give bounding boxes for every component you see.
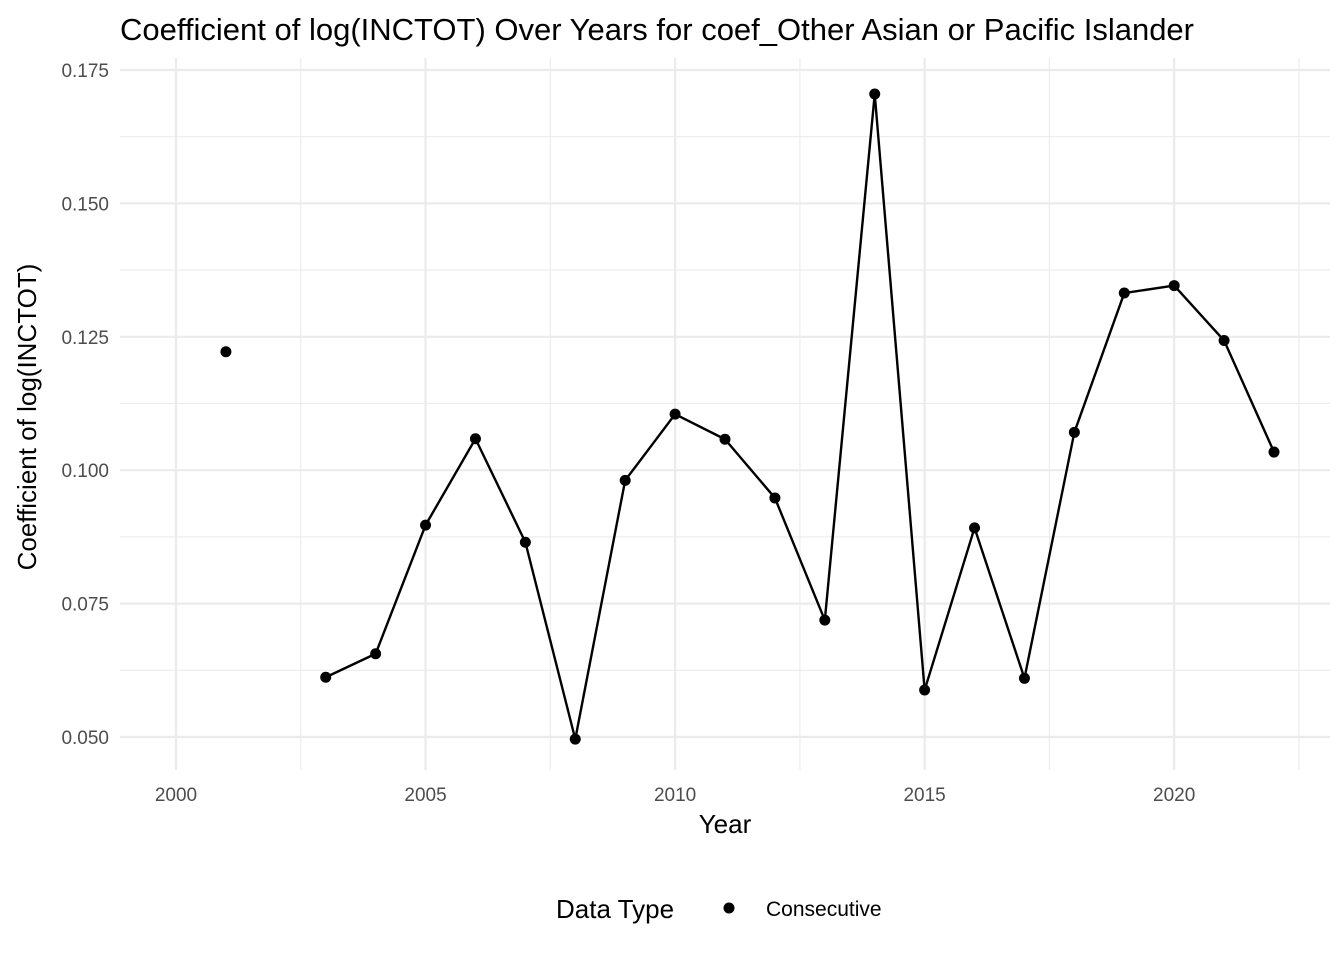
- data-point: [819, 614, 831, 626]
- data-point: [619, 474, 631, 486]
- series-line-segment: [1172, 284, 1226, 342]
- series-line-segment: [524, 541, 577, 741]
- chart-title: Coefficient of log(INCTOT) Over Years fo…: [120, 12, 1194, 47]
- data-point: [1218, 335, 1230, 347]
- x-tick-label: 2020: [1153, 785, 1195, 806]
- axis-ticks: 2000 2005 2010 2015 2020 0.050 0.075 0.100 0.125…: [61, 61, 1195, 806]
- data-point: [1268, 446, 1280, 458]
- x-tick-label: 2000: [155, 785, 197, 806]
- x-tick-label: 2005: [404, 785, 446, 806]
- series-line-segment: [1123, 284, 1176, 295]
- series-line-segment: [923, 526, 976, 692]
- data-point: [1018, 672, 1030, 684]
- y-tick-label: 0.075: [61, 595, 109, 616]
- legend: Data Type Consecutive: [556, 894, 882, 924]
- legend-marker-icon: [723, 902, 735, 914]
- y-tick-label: 0.150: [61, 194, 109, 215]
- series-line-segment: [673, 412, 727, 441]
- series-line-segment: [424, 437, 477, 527]
- series-line-segment: [823, 92, 876, 622]
- series-line-segment: [723, 438, 777, 500]
- data-point: [1168, 280, 1180, 292]
- data-point: [1068, 426, 1080, 438]
- legend-title: Data Type: [556, 894, 674, 924]
- data-point: [1118, 287, 1130, 299]
- series-line-segment: [1073, 291, 1126, 434]
- data-point: [320, 671, 332, 683]
- series-line-segment: [623, 412, 677, 482]
- series-consecutive: [220, 88, 1280, 745]
- data-point: [569, 733, 581, 745]
- data-point: [769, 492, 781, 504]
- y-tick-label: 0.050: [61, 728, 109, 749]
- series-line-segment: [773, 496, 827, 622]
- data-point: [420, 519, 432, 531]
- series-line-segment: [1023, 431, 1076, 680]
- series-line-segment: [973, 526, 1026, 680]
- series-line-segment: [1222, 339, 1276, 454]
- data-point: [919, 684, 931, 696]
- data-point: [519, 536, 531, 548]
- data-point: [719, 433, 731, 445]
- y-tick-label: 0.100: [61, 461, 109, 482]
- x-axis-title: Year: [699, 809, 752, 839]
- legend-label-consecutive: Consecutive: [766, 898, 882, 921]
- data-point: [969, 522, 981, 534]
- y-tick-label: 0.175: [61, 61, 109, 82]
- x-tick-label: 2015: [903, 785, 945, 806]
- grid: [120, 58, 1330, 770]
- series-line-segment: [574, 479, 627, 741]
- series-line-segment: [374, 523, 427, 655]
- series-line-segment: [324, 652, 377, 679]
- series-line-segment: [873, 92, 926, 692]
- data-point: [469, 433, 481, 445]
- data-point: [669, 408, 681, 420]
- data-point: [220, 346, 232, 358]
- x-tick-label: 2010: [654, 785, 696, 806]
- series-line-segment: [474, 437, 527, 544]
- y-tick-label: 0.125: [61, 328, 109, 349]
- y-axis-title: Coefficient of log(INCTOT): [12, 264, 42, 571]
- data-point: [370, 648, 382, 660]
- data-point: [869, 88, 881, 100]
